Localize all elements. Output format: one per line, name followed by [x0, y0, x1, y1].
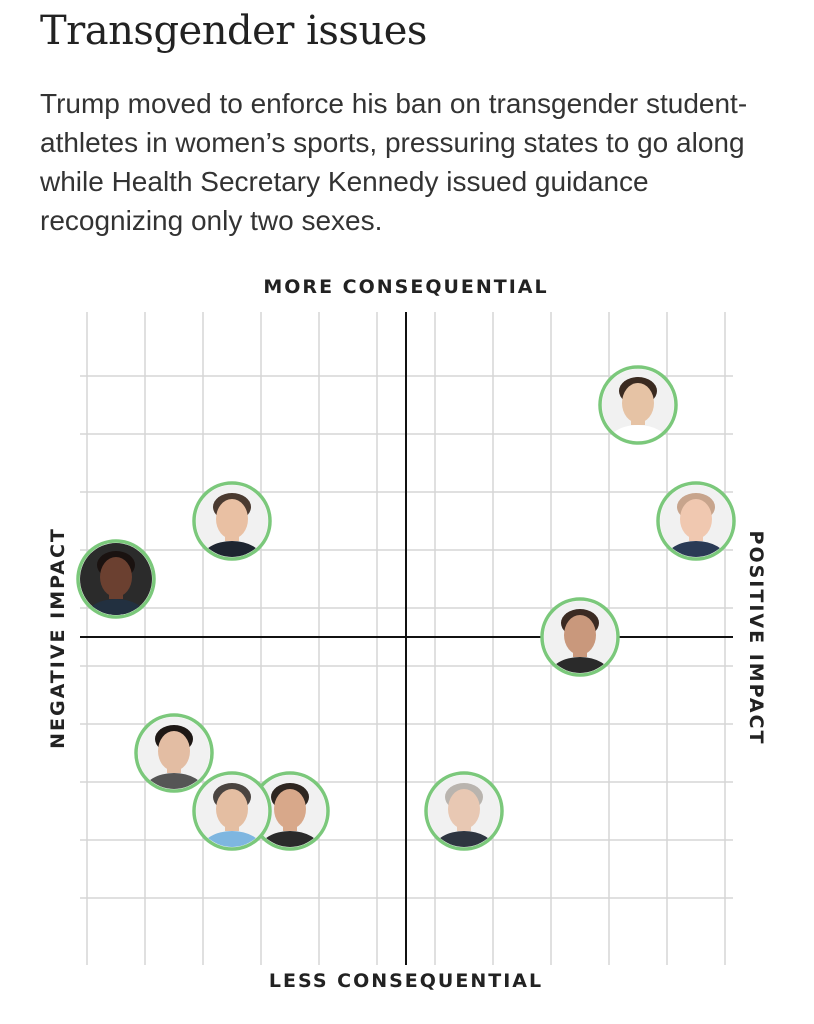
avatar-headshot	[138, 717, 210, 789]
data-point	[656, 481, 736, 561]
data-point	[424, 771, 504, 851]
avatar-headshot	[544, 601, 616, 673]
data-point	[192, 481, 272, 561]
axes	[80, 312, 733, 965]
axis-label-bottom: LESS CONSEQUENTIAL	[268, 970, 544, 992]
data-point	[192, 771, 272, 851]
avatar-headshot	[428, 775, 500, 847]
avatar-headshot	[196, 485, 268, 557]
avatar-headshot	[80, 543, 152, 615]
data-point	[134, 713, 214, 793]
avatar-headshot	[602, 369, 674, 441]
chart-title: Transgender issues	[40, 8, 427, 54]
avatar-headshot	[660, 485, 732, 557]
data-points	[76, 365, 736, 851]
chart-subtitle: Trump moved to enforce his ban on transg…	[40, 88, 748, 236]
data-point	[76, 539, 156, 619]
avatar-headshot	[196, 775, 268, 847]
axis-label-top: MORE CONSEQUENTIAL	[263, 276, 549, 298]
data-point	[598, 365, 678, 445]
data-point	[540, 597, 620, 677]
